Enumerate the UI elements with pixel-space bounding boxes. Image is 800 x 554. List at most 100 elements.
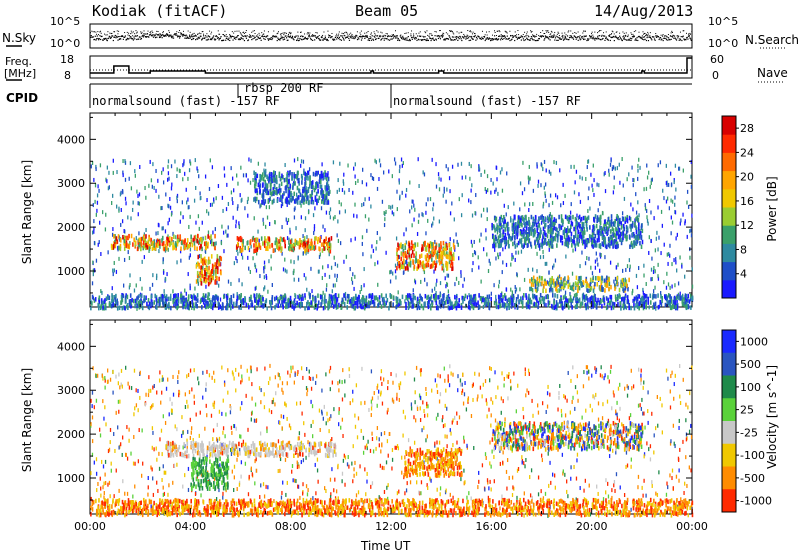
power-echo-pixel bbox=[290, 299, 293, 305]
power-echo-pixel bbox=[685, 301, 688, 307]
power-echo-pixel bbox=[607, 236, 610, 242]
power-echo-pixel bbox=[267, 246, 269, 252]
power-noise-pixel bbox=[200, 195, 202, 200]
power-noise-pixel bbox=[576, 292, 578, 297]
power-echo-pixel bbox=[493, 300, 496, 306]
velocity-noise-pixel bbox=[128, 427, 130, 432]
power-noise-pixel bbox=[682, 212, 684, 217]
power-echo-pixel bbox=[137, 300, 140, 306]
power-noise-pixel bbox=[93, 229, 95, 234]
power-noise-pixel bbox=[297, 294, 299, 299]
power-echo-pixel bbox=[371, 299, 374, 305]
power-echo-pixel bbox=[639, 297, 642, 303]
power-echo-pixel bbox=[250, 294, 252, 300]
power-echo-pixel bbox=[262, 304, 265, 309]
power-echo-pixel bbox=[279, 190, 281, 196]
power-echo-pixel bbox=[255, 242, 257, 248]
power-noise-pixel bbox=[599, 252, 601, 257]
power-echo-pixel bbox=[363, 305, 366, 311]
power-noise-pixel bbox=[112, 268, 114, 273]
velocity-noise-pixel bbox=[266, 426, 268, 431]
power-echo-pixel bbox=[256, 188, 258, 193]
power-noise-pixel bbox=[388, 204, 390, 209]
power-noise-pixel bbox=[215, 196, 217, 201]
power-echo-pixel bbox=[254, 173, 257, 179]
power-echo-pixel bbox=[311, 301, 313, 307]
power-echo-pixel bbox=[319, 179, 322, 185]
power-noise-pixel bbox=[361, 203, 363, 208]
power-echo-pixel bbox=[536, 238, 539, 243]
power-echo-pixel bbox=[427, 242, 429, 248]
power-echo-pixel bbox=[552, 227, 554, 233]
power-noise-pixel bbox=[226, 233, 228, 238]
power-noise-pixel bbox=[515, 287, 518, 292]
power-echo-pixel bbox=[594, 281, 596, 287]
power-noise-pixel bbox=[104, 227, 107, 232]
power-echo-pixel bbox=[513, 229, 516, 234]
power-echo-pixel bbox=[548, 282, 551, 287]
power-noise-pixel bbox=[189, 283, 191, 288]
power-echo-pixel bbox=[278, 171, 281, 177]
power-echo-pixel bbox=[674, 300, 677, 306]
power-echo-pixel bbox=[181, 297, 184, 303]
power-noise-pixel bbox=[671, 220, 674, 225]
power-echo-pixel bbox=[436, 251, 439, 257]
power-noise-pixel bbox=[525, 219, 527, 224]
power-echo-pixel bbox=[261, 199, 263, 205]
power-noise-pixel bbox=[536, 164, 538, 169]
power-echo-pixel bbox=[276, 198, 279, 203]
power-noise-pixel bbox=[677, 292, 680, 297]
power-noise-pixel bbox=[532, 188, 535, 193]
power-echo-pixel bbox=[273, 198, 275, 204]
power-noise-pixel bbox=[97, 242, 99, 247]
power-noise-pixel bbox=[567, 225, 569, 230]
power-echo-pixel bbox=[520, 215, 523, 221]
power-noise-pixel bbox=[336, 273, 338, 278]
power-noise-pixel bbox=[361, 241, 363, 246]
power-noise-pixel bbox=[510, 287, 512, 292]
power-noise-pixel bbox=[145, 195, 147, 200]
power-echo-pixel bbox=[275, 190, 277, 195]
power-noise-pixel bbox=[187, 205, 189, 210]
power-echo-pixel bbox=[511, 294, 513, 299]
power-noise-pixel bbox=[584, 261, 587, 266]
power-echo-pixel bbox=[569, 224, 572, 229]
power-echo-pixel bbox=[317, 293, 319, 298]
power-echo-pixel bbox=[503, 293, 506, 298]
power-echo-pixel bbox=[298, 177, 300, 183]
power-echo-pixel bbox=[322, 176, 324, 181]
velocity-noise-pixel bbox=[132, 461, 135, 466]
power-noise-pixel bbox=[264, 265, 266, 270]
power-echo-pixel bbox=[582, 215, 585, 221]
power-noise-pixel bbox=[657, 276, 660, 281]
power-echo-pixel bbox=[460, 302, 463, 308]
power-echo-pixel bbox=[100, 304, 102, 309]
power-echo-pixel bbox=[452, 256, 455, 261]
velocity-noise-pixel bbox=[564, 472, 566, 477]
power-noise-pixel bbox=[478, 165, 480, 170]
power-echo-pixel bbox=[627, 299, 629, 304]
power-echo-pixel bbox=[202, 258, 205, 264]
power-echo-pixel bbox=[140, 241, 142, 246]
power-echo-pixel bbox=[610, 234, 613, 240]
power-echo-pixel bbox=[448, 247, 451, 253]
power-echo-pixel bbox=[265, 238, 267, 244]
power-noise-pixel bbox=[328, 274, 331, 279]
power-echo-pixel bbox=[636, 238, 639, 244]
power-echo-pixel bbox=[429, 296, 432, 301]
velocity-noise-pixel bbox=[528, 371, 530, 376]
power-noise-pixel bbox=[650, 267, 653, 272]
power-echo-pixel bbox=[681, 299, 684, 304]
power-echo-pixel bbox=[238, 236, 241, 242]
velocity-noise-pixel bbox=[239, 406, 242, 411]
power-echo-pixel bbox=[176, 303, 179, 308]
power-noise-pixel bbox=[632, 177, 634, 182]
power-echo-pixel bbox=[622, 281, 625, 287]
power-noise-pixel bbox=[255, 268, 258, 273]
power-echo-pixel bbox=[314, 304, 317, 310]
power-echo-pixel bbox=[486, 301, 488, 307]
power-noise-pixel bbox=[95, 164, 97, 169]
power-noise-pixel bbox=[282, 267, 285, 272]
power-echo-pixel bbox=[190, 294, 193, 300]
power-noise-pixel bbox=[106, 165, 109, 170]
